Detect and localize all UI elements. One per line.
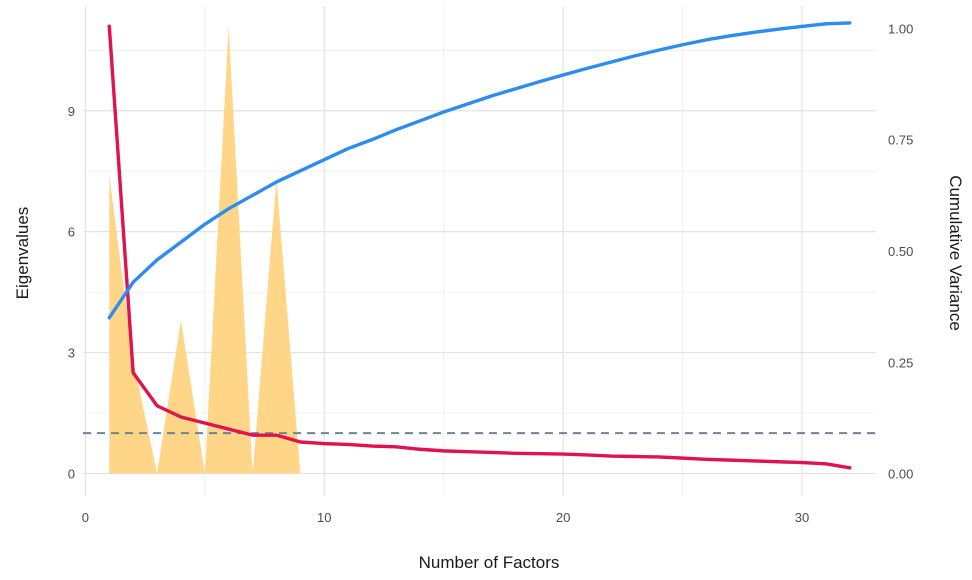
x-tick-label: 20	[556, 510, 570, 525]
y-tick-label: 3	[68, 346, 75, 361]
eigenvalue-area-series	[109, 26, 301, 474]
y2-tick-label: 0.25	[888, 355, 913, 370]
y-axis-title: Eigenvalues	[13, 207, 32, 300]
y2-tick-label: 1.00	[888, 21, 913, 36]
y2-axis-title: Cumulative Variance	[946, 175, 965, 331]
eigenvalue-line	[107, 24, 852, 470]
x-tick-label: 10	[317, 510, 331, 525]
y-tick-label: 9	[68, 104, 75, 119]
y2-tick-label: 0.75	[888, 133, 913, 148]
tick-labels: 0 10 20 30 0 3 6 9 0.00 0.25 0.50 0.75 1.00	[68, 21, 914, 525]
y2-tick-label: 0.50	[888, 244, 913, 259]
eigenvalue-area-layer	[109, 26, 301, 474]
x-tick-label: 30	[795, 510, 809, 525]
cumulative-variance-line	[107, 21, 852, 320]
y-tick-label: 6	[68, 225, 75, 240]
y2-tick-label: 0.00	[888, 467, 913, 482]
x-axis-title: Number of Factors	[419, 553, 560, 572]
series-lines-layer	[107, 21, 852, 470]
y-tick-label: 0	[68, 466, 75, 481]
x-tick-label: 0	[82, 510, 89, 525]
